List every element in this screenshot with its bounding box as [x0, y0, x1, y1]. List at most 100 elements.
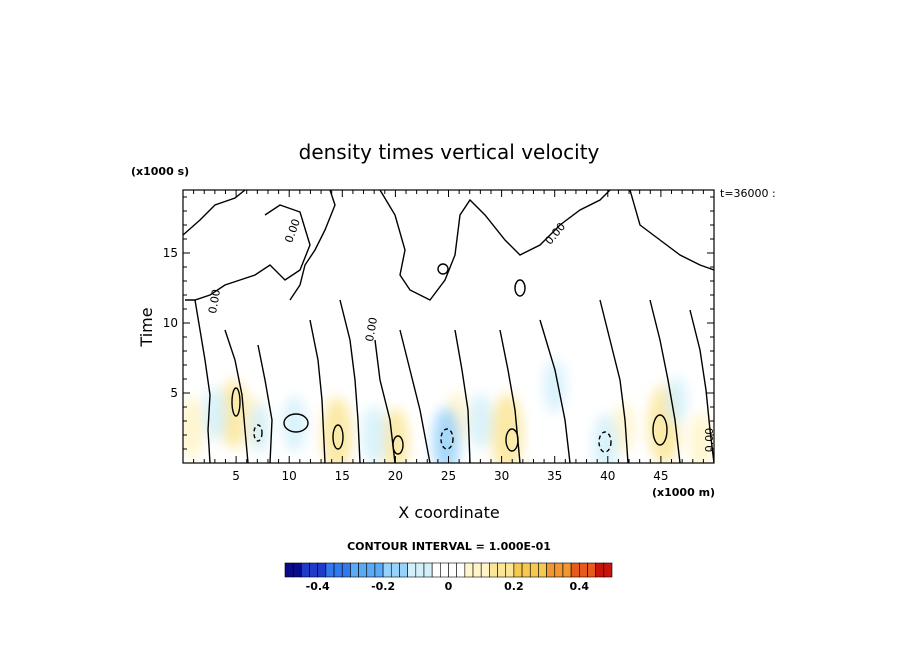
colorbar-swatch: [301, 562, 310, 578]
contour-line: [339, 299, 361, 463]
contour-loop: [283, 413, 309, 433]
contour-line: [454, 329, 471, 463]
x-tick-label: 10: [282, 469, 297, 483]
colorbar-swatch: [317, 562, 327, 578]
contour-label: 0.00: [206, 288, 223, 314]
colorbar-swatch: [431, 562, 441, 578]
x-tick-label: 35: [547, 469, 562, 483]
contour-line: [379, 190, 611, 301]
x-axis-label: X coordinate: [398, 503, 499, 522]
contour-loop: [437, 263, 449, 275]
contour-line: [629, 190, 714, 271]
colorbar-swatch: [505, 562, 515, 578]
y-axis-label: Time: [137, 307, 156, 347]
contour-line: [399, 329, 431, 463]
contour-loop-negative: [598, 431, 612, 453]
contour-line: [257, 344, 273, 463]
colorbar-swatch: [366, 562, 376, 578]
colorbar-swatch: [333, 562, 343, 578]
contour-line: [539, 319, 571, 463]
colorbar-swatch: [292, 562, 302, 578]
x-tick-label: 15: [335, 469, 350, 483]
colorbar-swatch: [472, 562, 482, 578]
colorbar-swatch: [358, 562, 368, 578]
colorbar-tick-label: -0.4: [306, 580, 330, 593]
contour-label: 0.00: [703, 428, 716, 453]
colorbar-swatch: [448, 562, 457, 578]
contour-lines: [183, 190, 714, 463]
shaded-cell-negative: [362, 406, 387, 463]
shaded-cell-positive: [689, 413, 714, 463]
contour-loop-negative: [253, 424, 263, 442]
time-note: t=36000 :: [720, 187, 776, 200]
x-tick-label: 25: [441, 469, 456, 483]
shaded-cell-positive: [321, 397, 353, 463]
colorbar-swatch: [390, 562, 400, 578]
colorbar-swatch: [554, 562, 564, 578]
colorbar-swatch: [341, 562, 351, 578]
colorbar-swatch: [595, 562, 605, 578]
colorbar-swatch: [489, 562, 498, 578]
colorbar-swatch: [456, 562, 466, 578]
colorbar-tick-label: 0.2: [504, 580, 524, 593]
x-tick-label: 30: [494, 469, 509, 483]
contour-interval-note: CONTOUR INTERVAL = 1.000E-01: [347, 540, 551, 553]
shaded-cell-negative: [249, 403, 270, 453]
shaded-cell-positive: [183, 396, 205, 460]
colorbar-swatch: [587, 562, 596, 578]
contour-loop-negative: [440, 428, 454, 450]
contour-line: [689, 309, 714, 463]
y-tick-label: 5: [170, 386, 178, 400]
x-unit-label: (x1000 m): [652, 486, 715, 499]
shaded-cell-negative: [666, 376, 687, 424]
contour-line: [183, 190, 311, 301]
colorbar-swatch: [350, 562, 359, 578]
colorbar-tick-label: -0.2: [371, 580, 395, 593]
contour-line: [224, 329, 249, 463]
colorbar-swatch: [480, 562, 490, 578]
contour-line: [289, 190, 336, 301]
contour-line: [309, 319, 326, 463]
contour-line: [599, 299, 629, 463]
colorbar-swatch: [407, 562, 417, 578]
colorbar-swatch: [546, 562, 556, 578]
colorbar-tick-labels: -0.4 -0.2 0 0.2 0.4: [306, 580, 590, 593]
colorbar-swatch: [562, 562, 572, 578]
colorbar-swatch: [399, 562, 408, 578]
colorbar-swatch: [423, 562, 433, 578]
chart-title: density times vertical velocity: [299, 140, 600, 164]
x-tick-label: 20: [388, 469, 403, 483]
colorbar-tick-label: 0.4: [570, 580, 590, 593]
contour-line: [649, 299, 681, 463]
colorbar-swatch: [570, 562, 580, 578]
contour-loop: [392, 435, 404, 455]
x-tick-label: 5: [232, 469, 240, 483]
colorbar-swatch: [529, 562, 539, 578]
colorbar-swatch: [325, 562, 335, 578]
contour-label: 0.00: [363, 316, 380, 342]
shaded-cell-negative: [432, 407, 460, 463]
colorbar-swatch: [538, 562, 547, 578]
contour-loop: [231, 387, 241, 417]
shaded-cell-negative: [203, 387, 227, 441]
colorbar-swatch: [497, 562, 507, 578]
colorbar-swatch: [284, 562, 294, 578]
contour-line: [194, 299, 211, 463]
colorbar-swatch: [309, 562, 318, 578]
colorbar-swatch: [440, 562, 449, 578]
shaded-cell-negative: [468, 393, 492, 449]
y-tick-label: 10: [163, 316, 178, 330]
colorbar-swatch: [382, 562, 392, 578]
shaded-cell-negative: [282, 395, 307, 452]
contour-loop: [505, 428, 519, 452]
colorbar-swatch: [374, 562, 384, 578]
colorbar-swatch: [464, 562, 474, 578]
colorbar-tick-label: 0: [445, 580, 453, 593]
colorbar-swatch: [521, 562, 531, 578]
shaded-cell-negative: [592, 413, 619, 463]
axis-ticks: 5 10 15 20 25 30 35 40 45 5 10 15: [163, 190, 714, 483]
colorbar-swatch: [513, 562, 523, 578]
colorbar-swatch: [415, 562, 425, 578]
colorbar: [284, 562, 613, 578]
